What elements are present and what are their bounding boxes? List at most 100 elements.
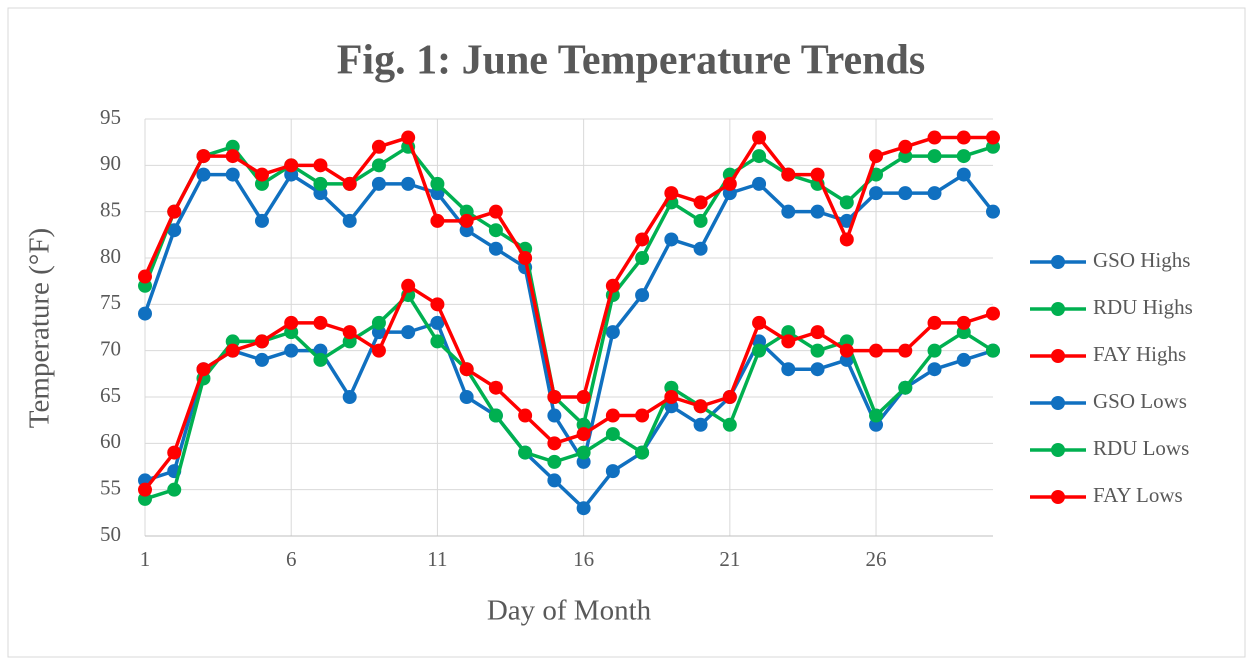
- data-point: [605, 278, 620, 293]
- legend-marker: [1051, 255, 1065, 269]
- legend-label: RDU Lows: [1093, 436, 1189, 460]
- data-point: [401, 325, 416, 340]
- data-point: [956, 167, 971, 182]
- legend-label: GSO Highs: [1093, 248, 1190, 272]
- x-tick-label: 26: [866, 547, 887, 571]
- data-point: [986, 130, 1000, 145]
- data-point: [605, 325, 620, 340]
- y-tick-label: 50: [100, 522, 121, 546]
- y-tick-label: 65: [100, 383, 121, 407]
- data-point: [430, 297, 445, 312]
- data-point: [781, 334, 796, 349]
- data-point: [898, 343, 913, 358]
- data-point: [576, 501, 591, 516]
- data-point: [167, 482, 182, 497]
- data-point: [138, 269, 152, 284]
- data-point: [605, 408, 620, 423]
- data-point: [430, 176, 445, 191]
- data-point: [605, 464, 620, 479]
- data-point: [371, 343, 386, 358]
- data-point: [693, 195, 708, 210]
- legend-marker: [1051, 490, 1065, 504]
- y-axis-title: Temperature (°F): [24, 228, 56, 428]
- legend-marker: [1051, 396, 1065, 410]
- x-tick-label: 1: [140, 547, 151, 571]
- data-point: [781, 167, 796, 182]
- data-point: [488, 380, 503, 395]
- data-point: [547, 454, 562, 469]
- chart-title: Fig. 1: June Temperature Trends: [337, 38, 925, 84]
- data-point: [576, 427, 591, 442]
- data-point: [254, 352, 269, 367]
- legend-label: RDU Highs: [1093, 295, 1193, 319]
- data-point: [956, 315, 971, 330]
- data-point: [722, 176, 737, 191]
- chart-border: [7, 7, 1246, 658]
- data-point: [167, 223, 182, 238]
- data-point: [956, 130, 971, 145]
- data-point: [722, 417, 737, 432]
- data-point: [371, 176, 386, 191]
- data-point: [664, 390, 679, 404]
- data-point: [752, 130, 767, 145]
- data-point: [752, 176, 767, 191]
- data-point: [459, 362, 474, 377]
- data-point: [284, 158, 299, 173]
- data-point: [459, 213, 474, 228]
- data-point: [839, 195, 854, 210]
- data-point: [839, 232, 854, 247]
- data-point: [225, 167, 240, 182]
- data-point: [371, 315, 386, 330]
- data-point: [986, 306, 1000, 321]
- data-point: [401, 130, 416, 145]
- data-point: [664, 186, 679, 201]
- data-point: [167, 204, 182, 219]
- x-tick-label: 21: [719, 547, 740, 571]
- y-tick-label: 90: [100, 151, 121, 175]
- data-point: [869, 149, 884, 164]
- data-point: [430, 213, 445, 228]
- data-point: [927, 149, 942, 164]
- data-point: [167, 445, 182, 460]
- data-point: [518, 251, 533, 265]
- y-tick-label: 95: [100, 105, 121, 129]
- data-point: [752, 149, 767, 164]
- data-point: [635, 445, 650, 460]
- data-point: [869, 408, 884, 423]
- data-point: [693, 213, 708, 228]
- data-point: [664, 232, 679, 247]
- data-point: [313, 176, 328, 191]
- data-point: [459, 390, 474, 404]
- data-point: [869, 343, 884, 358]
- data-point: [371, 158, 386, 173]
- data-point: [284, 343, 299, 358]
- data-point: [518, 408, 533, 423]
- data-point: [869, 186, 884, 201]
- data-point: [635, 408, 650, 423]
- x-tick-label: 6: [286, 547, 297, 571]
- data-point: [196, 149, 211, 164]
- data-point: [313, 158, 328, 173]
- x-tick-label: 11: [427, 547, 447, 571]
- data-point: [927, 343, 942, 358]
- data-point: [488, 223, 503, 238]
- legend-label: FAY Highs: [1093, 342, 1186, 366]
- data-point: [635, 232, 650, 247]
- data-point: [254, 167, 269, 182]
- data-point: [693, 417, 708, 432]
- data-point: [576, 445, 591, 460]
- data-point: [810, 204, 825, 219]
- data-point: [342, 213, 357, 228]
- data-point: [342, 390, 357, 404]
- data-point: [254, 334, 269, 349]
- data-point: [313, 315, 328, 330]
- data-point: [342, 176, 357, 191]
- x-tick-label: 16: [573, 547, 594, 571]
- data-point: [986, 204, 1000, 219]
- data-point: [956, 352, 971, 367]
- data-point: [518, 445, 533, 460]
- data-point: [284, 315, 299, 330]
- data-point: [196, 362, 211, 377]
- legend-label: GSO Lows: [1093, 389, 1187, 413]
